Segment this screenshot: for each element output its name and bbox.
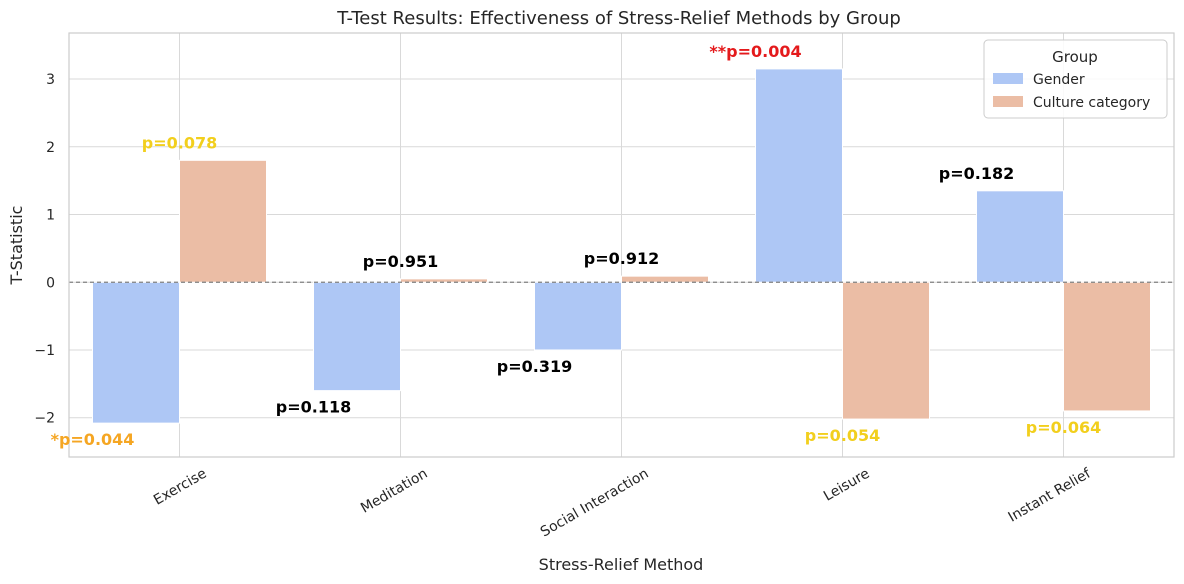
- bar-gender-meditation: [313, 281, 401, 392]
- legend-label-culture-category: Culture category: [1033, 95, 1150, 111]
- bar-culture-category-exercise: [179, 159, 267, 283]
- plot-frame: [68, 32, 1175, 458]
- bar-culture-category-social-interaction: [621, 275, 709, 283]
- bar-gender-exercise: [92, 281, 180, 424]
- pvalue-label-culture-category-leisure: p=0.054: [805, 426, 880, 445]
- y-tick-label: −1: [34, 343, 55, 359]
- y-tick-label: −2: [34, 411, 55, 427]
- x-tick-label-leisure: Leisure: [821, 466, 873, 505]
- legend: Group Gender Culture category: [983, 39, 1168, 119]
- bar-culture-category-instant-relief: [1063, 281, 1151, 412]
- x-tick-labels: Exercise Meditation Social Interaction Leis…: [151, 465, 1094, 540]
- bar-culture-category-leisure: [842, 281, 930, 420]
- pvalue-label-gender-social-interaction: p=0.319: [497, 357, 572, 376]
- y-tick-label: 3: [46, 72, 55, 88]
- y-tick-label: 2: [46, 140, 55, 156]
- x-tick-label-exercise: Exercise: [151, 466, 209, 509]
- x-tick-label-meditation: Meditation: [358, 466, 430, 517]
- y-tick-labels: −2 −1 0 1 2 3: [34, 72, 55, 427]
- pvalue-label-culture-category-meditation: p=0.951: [363, 252, 438, 271]
- legend-title: Group: [1052, 48, 1098, 66]
- x-tick-label-instant-relief: Instant Relief: [1006, 465, 1095, 525]
- legend-swatch-culture-category: [993, 96, 1023, 107]
- pvalue-label-gender-instant-relief: p=0.182: [939, 164, 1014, 183]
- bar-gender-leisure: [755, 68, 843, 283]
- y-tick-label: 0: [46, 275, 55, 291]
- legend-box: [983, 39, 1168, 119]
- legend-swatch-gender: [993, 73, 1023, 84]
- p-value-annotations: *p=0.044 p=0.078 p=0.118 p=0.951 p=0.319 p=0.…: [51, 42, 1102, 449]
- plot-area-border: [68, 32, 1175, 458]
- bars-layer: [69, 68, 1174, 424]
- bar-gender-instant-relief: [976, 190, 1064, 283]
- pvalue-label-gender-leisure: **p=0.004: [709, 42, 801, 61]
- pvalue-label-culture-category-exercise: p=0.078: [142, 133, 217, 152]
- pvalue-label-culture-category-instant-relief: p=0.064: [1026, 418, 1101, 437]
- x-tick-label-social-interaction: Social Interaction: [538, 466, 652, 541]
- x-axis-title: Stress-Relief Method: [539, 555, 704, 574]
- chart-title: T-Test Results: Effectiveness of Stress-…: [336, 8, 901, 29]
- y-tick-label: 1: [46, 208, 55, 224]
- y-axis-title: T-Statistic: [7, 206, 26, 286]
- pvalue-label-gender-meditation: p=0.118: [276, 398, 351, 417]
- pvalue-label-gender-exercise: *p=0.044: [51, 430, 135, 449]
- bar-gender-social-interaction: [534, 281, 622, 351]
- legend-label-gender: Gender: [1033, 72, 1085, 88]
- pvalue-label-culture-category-social-interaction: p=0.912: [584, 249, 659, 268]
